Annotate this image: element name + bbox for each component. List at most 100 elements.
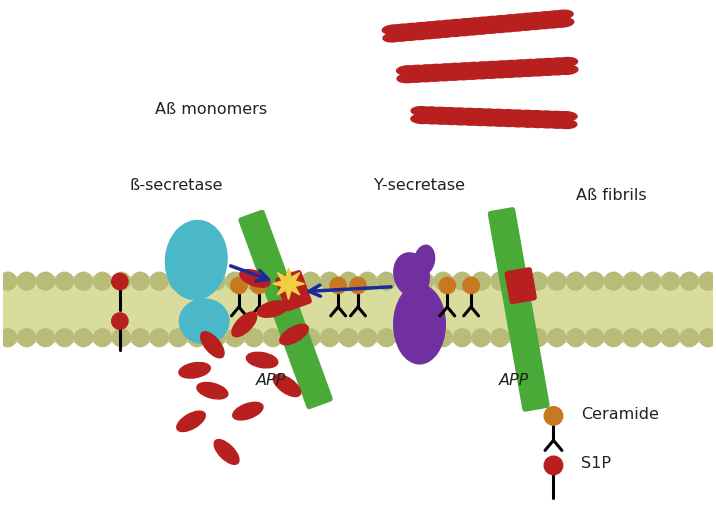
Ellipse shape [507, 110, 529, 119]
Circle shape [264, 272, 281, 290]
Circle shape [188, 329, 206, 347]
Circle shape [350, 277, 366, 294]
Ellipse shape [177, 411, 205, 431]
Circle shape [567, 329, 585, 347]
Circle shape [662, 272, 679, 290]
Ellipse shape [526, 110, 548, 120]
Ellipse shape [556, 66, 578, 74]
Circle shape [680, 329, 698, 347]
Ellipse shape [454, 27, 476, 36]
Ellipse shape [468, 117, 490, 125]
Ellipse shape [232, 312, 257, 337]
Ellipse shape [453, 71, 475, 80]
Ellipse shape [430, 107, 453, 116]
Ellipse shape [435, 72, 456, 80]
Ellipse shape [526, 119, 548, 127]
Ellipse shape [421, 107, 442, 116]
Circle shape [74, 272, 92, 290]
Ellipse shape [419, 30, 440, 39]
Ellipse shape [546, 58, 569, 67]
Circle shape [700, 329, 716, 347]
Circle shape [169, 272, 187, 290]
Circle shape [624, 272, 642, 290]
Circle shape [642, 329, 660, 347]
Ellipse shape [425, 64, 447, 73]
Circle shape [251, 277, 267, 294]
Ellipse shape [436, 28, 458, 37]
Ellipse shape [472, 70, 494, 79]
Ellipse shape [274, 375, 301, 396]
Circle shape [226, 272, 244, 290]
Ellipse shape [459, 108, 481, 117]
Circle shape [435, 329, 452, 347]
Ellipse shape [418, 22, 440, 31]
Ellipse shape [280, 325, 309, 345]
Circle shape [472, 329, 490, 347]
Circle shape [207, 272, 225, 290]
Circle shape [415, 272, 433, 290]
Ellipse shape [498, 23, 521, 32]
Circle shape [169, 329, 187, 347]
Ellipse shape [481, 24, 503, 34]
Ellipse shape [536, 111, 558, 120]
Circle shape [245, 329, 263, 347]
Ellipse shape [481, 61, 503, 70]
Ellipse shape [533, 12, 556, 21]
Circle shape [74, 329, 92, 347]
Ellipse shape [427, 21, 448, 30]
Circle shape [301, 329, 319, 347]
Ellipse shape [411, 115, 432, 123]
Circle shape [94, 329, 111, 347]
Ellipse shape [478, 109, 500, 118]
Ellipse shape [434, 64, 456, 73]
Ellipse shape [536, 119, 558, 128]
Circle shape [491, 272, 509, 290]
Circle shape [491, 329, 509, 347]
Ellipse shape [450, 116, 471, 125]
Ellipse shape [462, 62, 484, 71]
Ellipse shape [453, 63, 475, 72]
Ellipse shape [534, 20, 556, 29]
Circle shape [131, 272, 149, 290]
Circle shape [283, 329, 301, 347]
Circle shape [377, 272, 395, 290]
Ellipse shape [525, 12, 546, 22]
Ellipse shape [538, 67, 559, 75]
Ellipse shape [410, 30, 432, 40]
Ellipse shape [425, 72, 447, 81]
Ellipse shape [450, 108, 471, 117]
Text: APP: APP [256, 373, 286, 388]
Circle shape [662, 329, 679, 347]
Circle shape [548, 272, 566, 290]
Circle shape [94, 272, 111, 290]
Ellipse shape [552, 18, 574, 27]
Ellipse shape [246, 352, 278, 368]
Ellipse shape [415, 65, 437, 74]
Ellipse shape [500, 60, 521, 69]
Ellipse shape [257, 301, 289, 317]
Circle shape [226, 329, 244, 347]
Ellipse shape [420, 115, 442, 124]
Ellipse shape [453, 19, 475, 28]
Ellipse shape [472, 25, 494, 34]
Circle shape [605, 329, 622, 347]
FancyBboxPatch shape [275, 270, 312, 311]
Circle shape [264, 329, 281, 347]
Circle shape [680, 272, 698, 290]
Ellipse shape [463, 26, 485, 35]
Ellipse shape [498, 110, 519, 119]
Circle shape [586, 272, 604, 290]
Circle shape [37, 272, 54, 290]
Text: S1P: S1P [581, 456, 611, 471]
Ellipse shape [507, 14, 528, 23]
Ellipse shape [488, 109, 510, 118]
Circle shape [510, 329, 528, 347]
Ellipse shape [543, 11, 564, 20]
Circle shape [415, 329, 433, 347]
Ellipse shape [435, 20, 458, 29]
Text: APP: APP [498, 373, 529, 388]
Circle shape [131, 329, 149, 347]
Ellipse shape [397, 66, 418, 75]
Circle shape [188, 272, 206, 290]
Circle shape [359, 329, 377, 347]
